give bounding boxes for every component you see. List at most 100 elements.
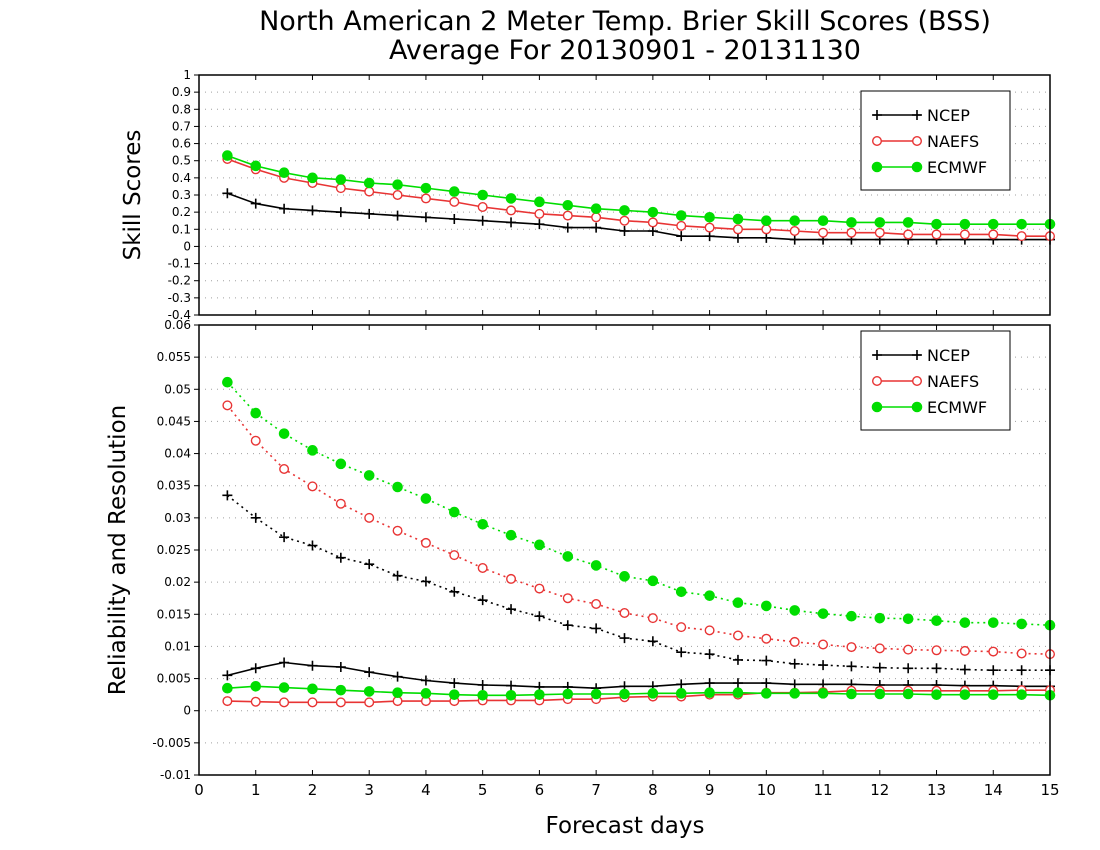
data-point-plus [1016,665,1027,676]
x-axis-label: Forecast days [546,813,705,839]
data-point-plus [732,678,743,689]
data-point-plus [392,210,403,221]
data-point-open-circle [704,625,715,636]
data-point-filled-circle [874,217,886,228]
series-ncep-solid [222,188,1055,245]
data-point-filled-circle [534,689,545,700]
legend-label: ECMWF [927,158,987,177]
data-point-filled-circle [420,182,432,194]
y-tick-label: 0.3 [172,188,191,202]
data-point-plus [732,232,743,243]
data-point-plus [732,654,743,665]
panel-2: 0.060.0550.050.0450.040.0350.030.0250.02… [105,318,1060,839]
data-point-plus [761,655,772,666]
data-point-filled-circle [704,687,715,699]
data-point-filled-circle [902,217,914,228]
data-point-open-circle [874,643,885,654]
data-point-filled-circle [761,688,772,699]
data-point-filled-circle [534,196,545,208]
legend-label: NCEP [927,106,970,125]
data-point-filled-circle [449,689,460,700]
x-tick-label: 12 [870,781,889,799]
data-point-open-circle [250,435,261,446]
data-point-plus [222,490,233,501]
data-point-filled-circle [420,688,432,699]
x-tick-label: 7 [591,781,601,799]
y-tick-label: -0.4 [168,308,191,322]
x-tick-label: 11 [814,781,833,799]
data-point-open-circle [789,636,800,647]
data-point-filled-circle [761,215,772,227]
series-naefs-dotted [222,400,1055,660]
data-point-open-circle [818,227,829,238]
data-point-open-circle [250,696,261,707]
data-point-filled-circle [647,206,659,218]
y-tick-label: -0.2 [168,274,191,288]
data-point-plus [506,217,517,228]
data-point-open-circle [335,183,346,194]
series-ncep-dotted [222,490,1055,676]
x-tick-label: 6 [535,781,545,799]
data-point-filled-circle [363,686,375,697]
data-point-open-circle [846,642,857,653]
data-point-filled-circle [278,428,290,439]
y-tick-label: 1 [183,68,191,82]
y-axis-label: Reliability and Resolution [105,405,131,695]
data-point-open-circle [647,613,658,624]
data-point-filled-circle [562,688,574,700]
data-point-filled-circle [562,551,574,562]
data-point-open-circle [959,229,970,240]
data-point-filled-circle [590,688,602,700]
y-tick-label: 0.2 [172,205,191,219]
data-point-filled-circle [675,688,687,699]
data-point-filled-circle [335,174,347,185]
data-point-plus [959,664,970,675]
data-point-open-circle [732,224,743,235]
x-tick-label: 9 [705,781,715,799]
data-point-plus [420,675,431,686]
x-tick-label: 2 [308,781,318,799]
data-point-plus [562,222,573,233]
data-point-filled-circle [420,493,432,504]
data-point-plus [364,667,375,678]
y-tick-label: 0.05 [164,382,191,396]
data-point-plus [449,586,460,597]
data-point-filled-circle [675,586,687,598]
data-point-plus [392,570,403,581]
data-point-filled-circle [931,689,942,700]
data-point-plus [335,662,346,672]
y-tick-label: 0.005 [157,672,191,686]
data-point-open-circle [591,212,602,223]
data-point-open-circle [912,135,923,146]
data-point-filled-circle [846,688,857,700]
data-point-filled-circle [959,617,971,628]
data-point-plus [420,576,431,587]
data-point-filled-circle [392,179,403,191]
data-point-open-circle [818,639,829,650]
data-point-filled-circle [363,470,375,481]
data-point-plus [846,661,857,672]
data-point-filled-circle [1016,218,1027,230]
series-line [227,192,1050,241]
data-point-filled-circle [902,688,914,700]
data-point-plus [335,552,346,563]
x-tick-label: 5 [478,781,488,799]
data-point-plus [676,231,687,242]
data-point-plus [903,663,914,674]
data-point-plus [872,350,882,360]
data-point-plus [647,636,658,647]
data-point-open-circle [562,210,573,221]
data-point-plus [912,110,922,120]
data-point-open-circle [534,208,545,219]
series-line [227,689,1050,704]
data-point-open-circle [676,220,687,231]
legend: NCEP NAEFS ECMWF [860,330,1011,431]
data-point-filled-circle [505,689,517,701]
data-point-filled-circle [505,529,517,541]
data-point-plus [676,679,687,690]
x-tick-label: 3 [364,781,374,799]
y-tick-label: 0.02 [164,575,191,589]
data-point-plus [506,604,517,615]
data-point-filled-circle [222,150,233,161]
y-tick-label: 0.055 [157,350,191,364]
